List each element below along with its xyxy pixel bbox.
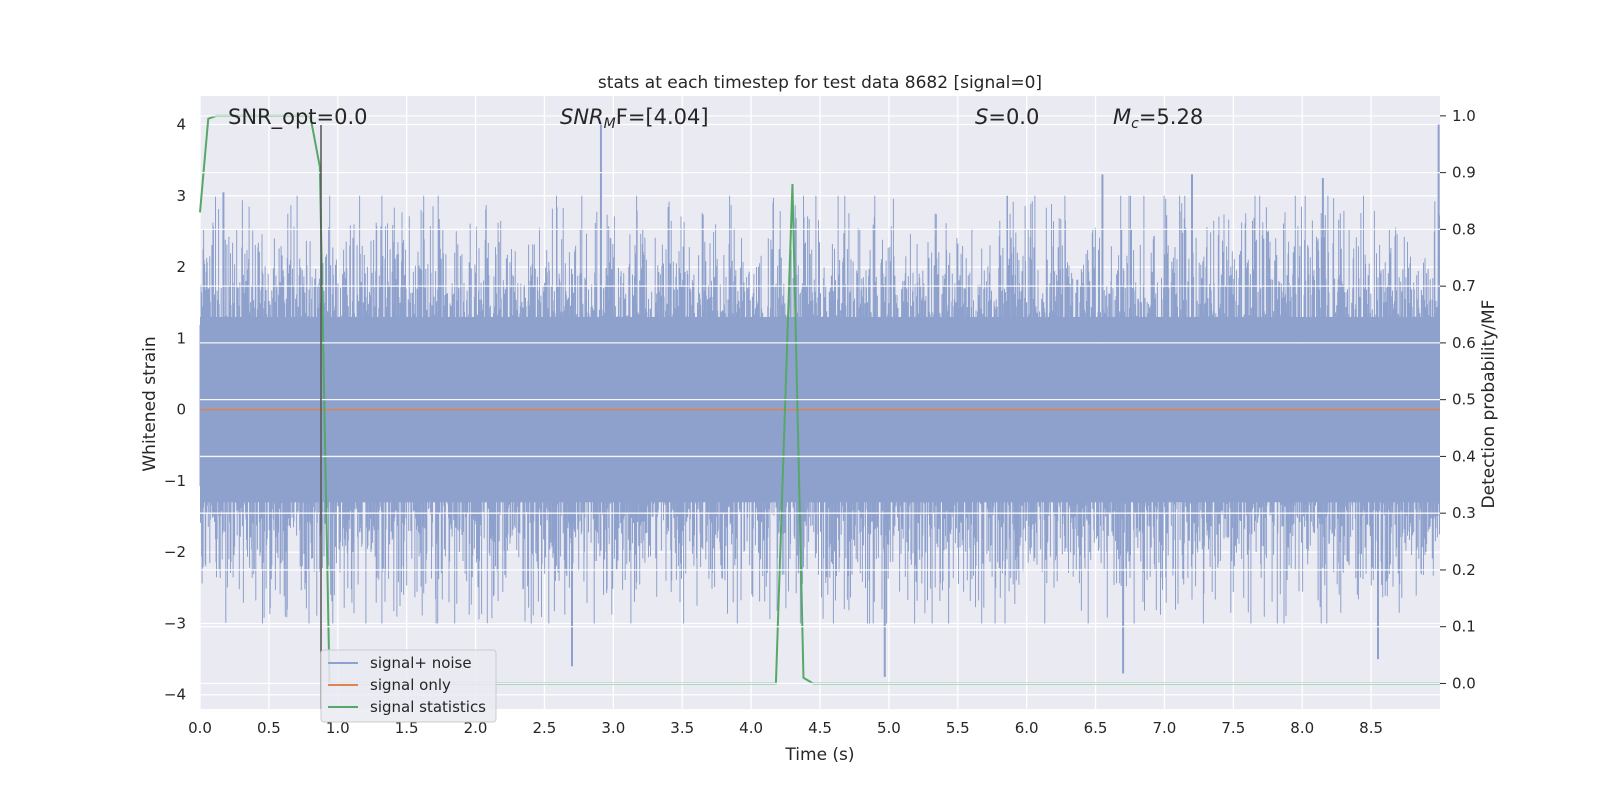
y-tick-label: −1 — [164, 472, 186, 490]
annotation-mc-subscript: c — [1131, 116, 1139, 132]
annotation-snr-opt: SNR_opt=0.0 — [228, 105, 368, 130]
annotation-snr-mf-value: F=[4.04] — [616, 105, 709, 129]
x-tick-label: 5.0 — [877, 719, 901, 737]
annotation-snr-mf: SNRMF=[4.04] — [560, 105, 709, 132]
noise-trace — [199, 195, 1440, 624]
x-tick-label: 0.5 — [257, 719, 281, 737]
y-tick-label: −2 — [164, 543, 186, 561]
y2-tick-label: 0.0 — [1452, 674, 1476, 692]
y-tick-label: 1 — [176, 329, 186, 347]
annotation-mc: Mc=5.28 — [1113, 105, 1203, 132]
x-tick-label: 6.0 — [1015, 719, 1039, 737]
y-tick-label: −4 — [164, 686, 186, 704]
y2-tick-label: 0.8 — [1452, 220, 1476, 238]
annotation-mc-symbol: M — [1113, 105, 1131, 129]
annotation-s-symbol: S — [975, 105, 988, 129]
y-tick-label: −3 — [164, 614, 186, 632]
y2-tick-label: 1.0 — [1452, 107, 1476, 125]
x-tick-label: 8.5 — [1359, 719, 1383, 737]
y2-axis-ticks: 1.0 0.9 0.8 0.7 0.6 0.5 0.4 0.3 0.2 0.1 0.0 — [1440, 107, 1476, 692]
annotation-snr-mf-symbol: SNR — [560, 105, 604, 129]
y2-tick-label: 0.2 — [1452, 561, 1476, 579]
x-tick-label: 3.5 — [670, 719, 694, 737]
annotation-s: S=0.0 — [975, 105, 1039, 129]
x-tick-label: 7.5 — [1221, 719, 1245, 737]
y-axis-label: Whitened strain — [140, 336, 160, 471]
legend-label-signal-only: signal only — [370, 676, 451, 694]
x-tick-label: 6.5 — [1084, 719, 1108, 737]
legend-box — [320, 649, 497, 723]
y-axis-ticks: 4 3 2 1 0 −1 −2 −3 −4 — [164, 116, 186, 704]
x-tick-label: 4.0 — [739, 719, 763, 737]
x-axis-label: Time (s) — [784, 745, 854, 765]
legend: signal+ noise signal only signal statist… — [320, 649, 497, 723]
y2-tick-label: 0.6 — [1452, 334, 1476, 352]
y2-axis-label: Detection probability/MF — [1479, 300, 1499, 509]
y2-tick-label: 0.3 — [1452, 504, 1476, 522]
x-tick-label: 2.0 — [464, 719, 488, 737]
x-tick-label: 1.5 — [395, 719, 419, 737]
x-tick-label: 1.0 — [326, 719, 350, 737]
chart-title: stats at each timestep for test data 868… — [598, 73, 1042, 93]
y-tick-label: 2 — [176, 258, 186, 276]
y-tick-label: 4 — [176, 116, 186, 134]
y2-tick-label: 0.9 — [1452, 164, 1476, 182]
y-tick-label: 0 — [176, 401, 186, 419]
x-tick-label: 4.5 — [808, 719, 832, 737]
annotation-s-value: =0.0 — [988, 105, 1039, 129]
y2-tick-label: 0.1 — [1452, 618, 1476, 636]
legend-label-signal-statistics: signal statistics — [370, 698, 486, 716]
y-tick-label: 3 — [176, 187, 186, 205]
y2-tick-label: 0.5 — [1452, 391, 1476, 409]
annotation-mc-value: =5.28 — [1139, 105, 1203, 129]
x-tick-label: 2.5 — [533, 719, 557, 737]
legend-label-signal-noise: signal+ noise — [370, 654, 472, 672]
x-tick-label: 8.0 — [1290, 719, 1314, 737]
y2-tick-label: 0.4 — [1452, 447, 1476, 465]
x-tick-label: 7.0 — [1153, 719, 1177, 737]
x-tick-label: 5.5 — [946, 719, 970, 737]
x-tick-label: 3.0 — [601, 719, 625, 737]
annotation-snr-mf-subscript: M — [604, 116, 616, 132]
x-axis-ticks: 0.0 0.5 1.0 1.5 2.0 2.5 3.0 3.5 4.0 4.5 5.0 5.5 6.0 6… — [188, 719, 1383, 737]
y2-tick-label: 0.7 — [1452, 277, 1476, 295]
x-tick-label: 0.0 — [188, 719, 212, 737]
